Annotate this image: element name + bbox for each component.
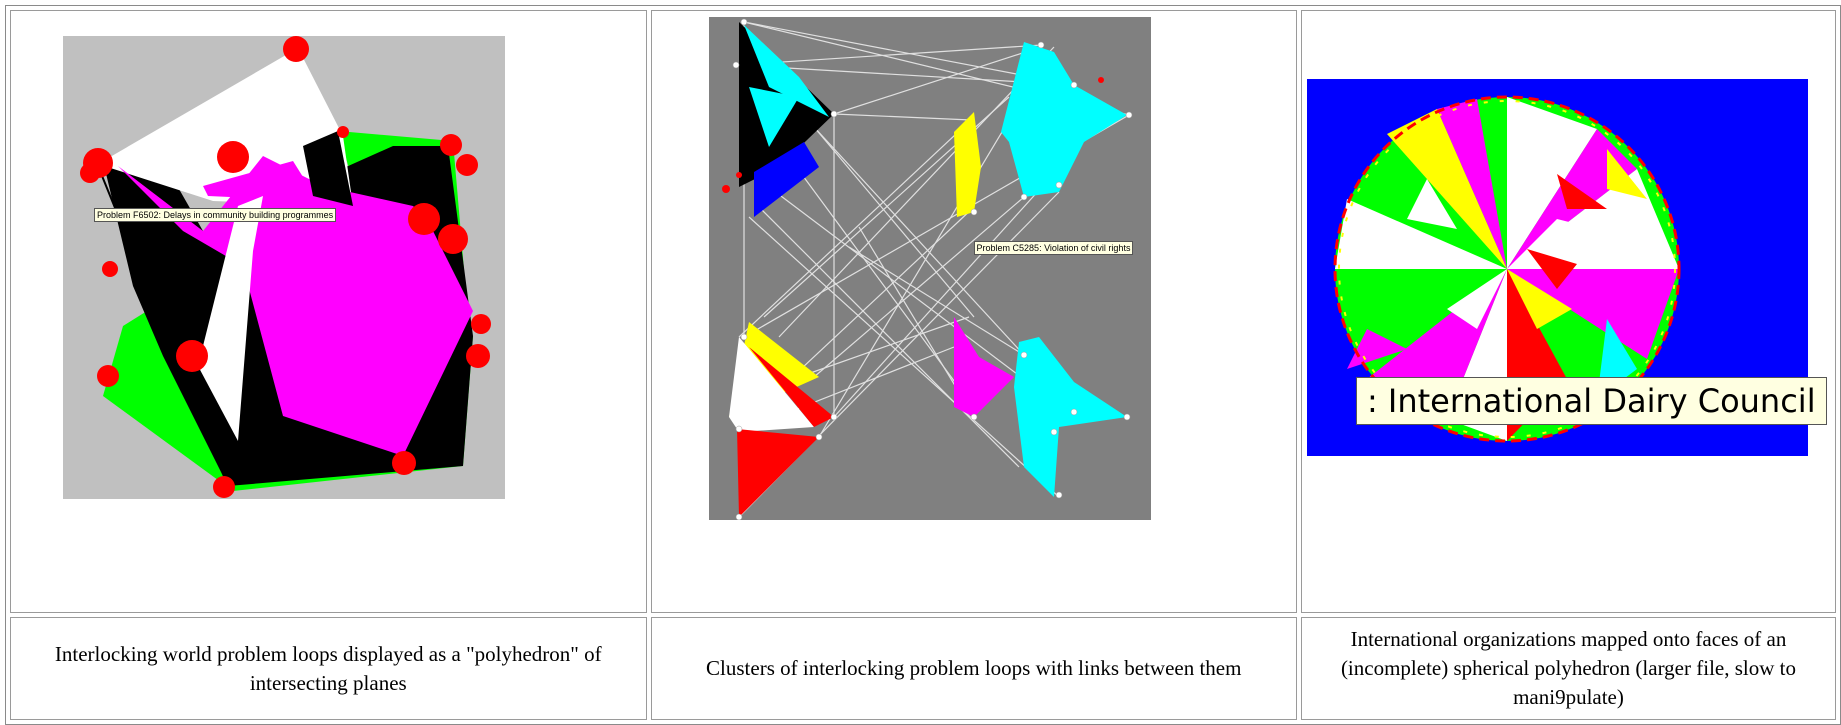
problem-loop-clusters-image [708,17,1151,520]
tooltip-problem-c5285: Problem C5285: Violation of civil rights [973,241,1134,255]
panel-1-caption-cell: Interlocking world problem loops display… [10,617,647,720]
panel-3-caption: International organizations mapped onto … [1340,627,1796,709]
panel-2-caption-cell: Clusters of interlocking problem loops w… [650,617,1297,720]
panel-3-caption-cell: International organizations mapped onto … [1300,617,1836,720]
figure-table: Problem F6502: Delays in community build… [5,5,1841,725]
polyhedron-planes-image [63,36,505,499]
panel-1-image-cell: Problem F6502: Delays in community build… [10,10,647,613]
spherical-polyhedron-image [1306,79,1808,456]
panel-2-image-cell: Problem C5285: Violation of civil rights [650,10,1297,613]
panel-1-caption: Interlocking world problem loops display… [54,641,602,695]
panel-3-image-cell: : International Dairy Council [1300,10,1836,613]
tooltip-international-dairy-council: : International Dairy Council [1355,377,1827,425]
panel-2-caption: Clusters of interlocking problem loops w… [706,656,1242,680]
tooltip-problem-f6502: Problem F6502: Delays in community build… [94,208,337,222]
